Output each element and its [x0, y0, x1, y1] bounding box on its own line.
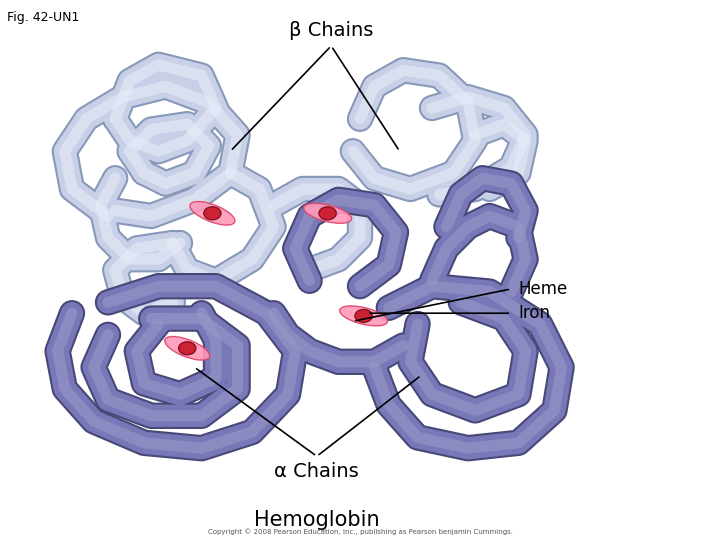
Text: Iron: Iron [518, 304, 550, 322]
Circle shape [319, 207, 336, 220]
Ellipse shape [304, 204, 351, 223]
Text: α Chains: α Chains [274, 462, 359, 481]
Circle shape [204, 207, 221, 220]
Ellipse shape [340, 306, 387, 326]
Text: Fig. 42-UN1: Fig. 42-UN1 [7, 11, 80, 24]
Circle shape [355, 309, 372, 322]
Text: Heme: Heme [518, 280, 567, 298]
Ellipse shape [190, 201, 235, 225]
Text: β Chains: β Chains [289, 22, 374, 40]
Text: Hemoglobin: Hemoglobin [254, 510, 379, 530]
Ellipse shape [165, 336, 210, 360]
Text: Copyright © 2008 Pearson Education, Inc., publishing as Pearson benjamin Cumming: Copyright © 2008 Pearson Education, Inc.… [207, 528, 513, 535]
Circle shape [179, 342, 196, 355]
